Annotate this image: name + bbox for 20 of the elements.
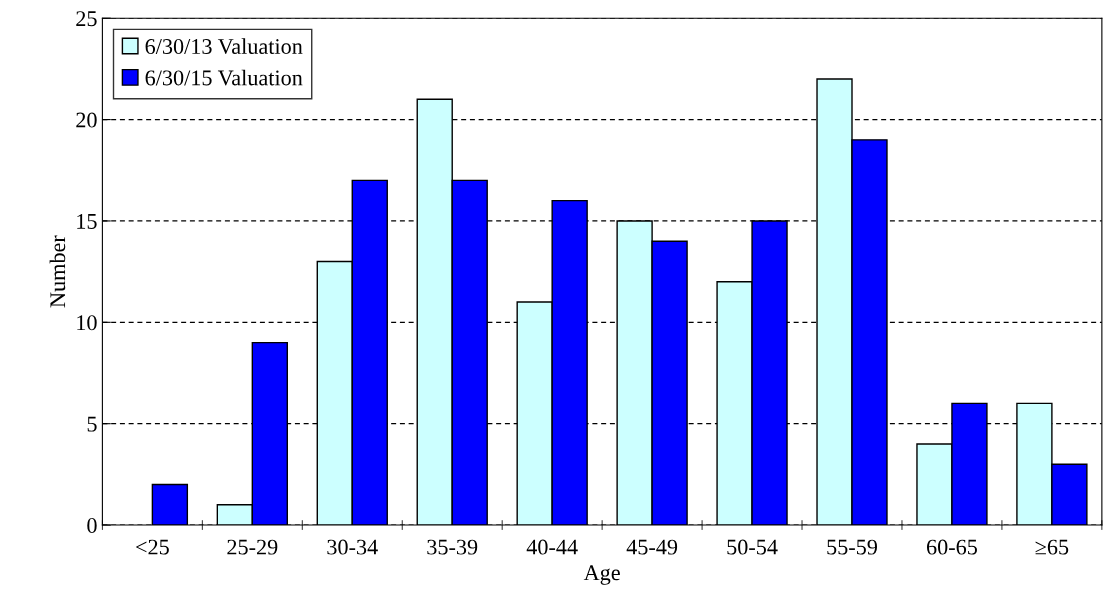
legend-label: 6/30/13 Valuation (145, 38, 303, 55)
x-tick-label: 45-49 (626, 539, 678, 555)
y-tick-label: 20 (76, 112, 97, 128)
x-tick-label: ≥65 (1035, 539, 1069, 555)
y-axis-title: Number (49, 235, 66, 308)
x-axis-title: Age (583, 565, 620, 585)
y-tick-label: 10 (77, 315, 97, 331)
x-tick-label: 35-39 (427, 539, 478, 555)
x-tick-label: 40-44 (526, 539, 578, 555)
x-tick-label: <25 (136, 539, 169, 555)
x-tick-label: 50-54 (727, 539, 778, 555)
x-tick-label: 30-34 (327, 539, 378, 555)
y-tick-label: 5 (87, 416, 97, 432)
x-tick-label: 25-29 (227, 539, 278, 555)
y-tick-label: 15 (77, 213, 97, 229)
x-tick-label: 55-59 (827, 539, 878, 555)
y-tick-label: 0 (87, 517, 97, 533)
y-tick-label: 25 (76, 11, 97, 27)
legend-label: 6/30/15 Valuation (145, 69, 303, 86)
x-tick-label: 60-65 (926, 539, 977, 555)
